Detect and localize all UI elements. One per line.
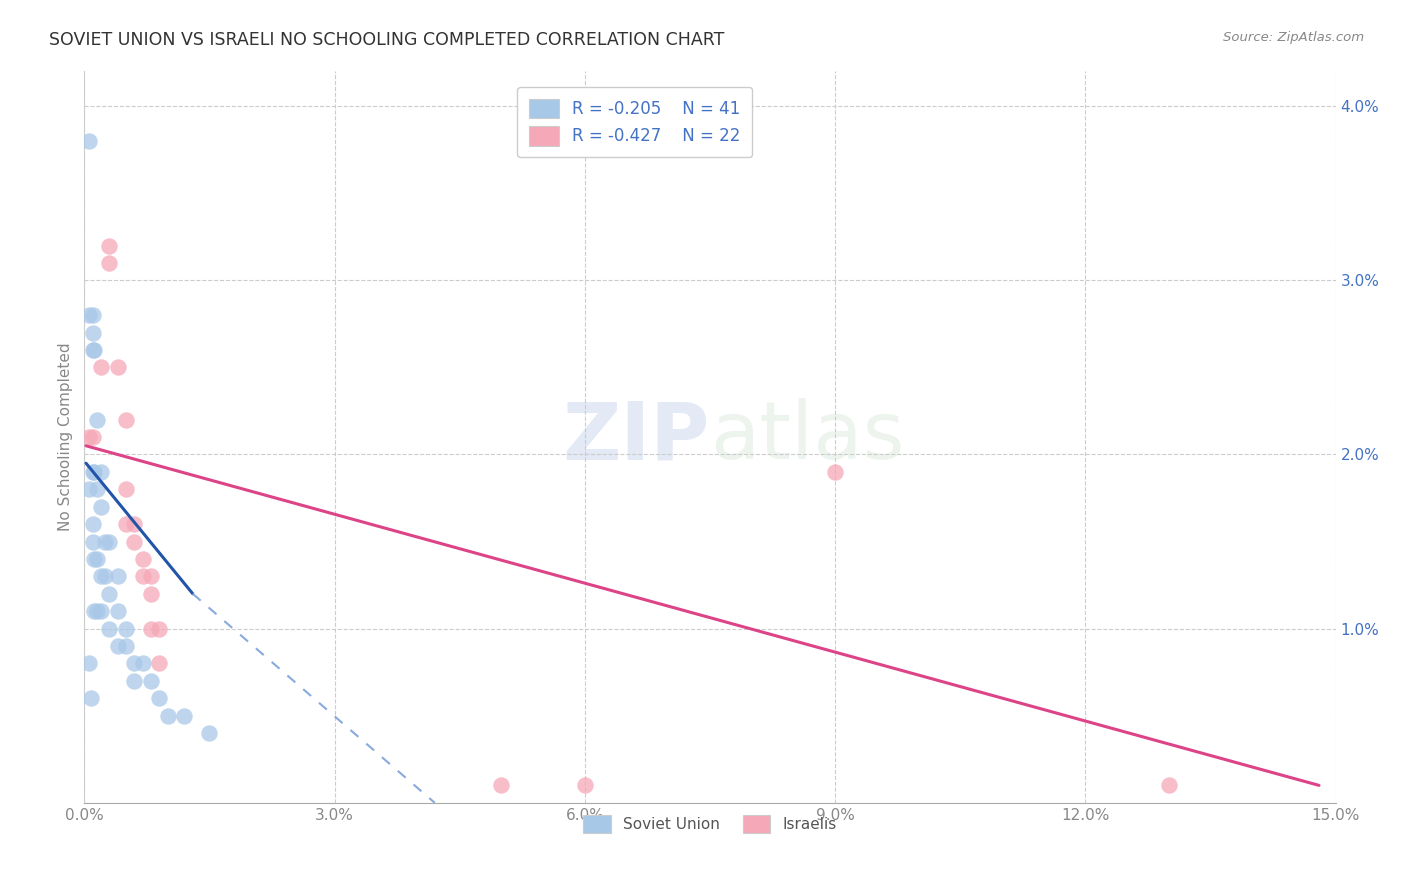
Point xyxy=(83,552,105,566)
Point xyxy=(115,622,138,636)
Point xyxy=(1157,778,1180,792)
Point xyxy=(98,587,121,601)
Point xyxy=(156,708,179,723)
Point xyxy=(148,622,170,636)
Point xyxy=(86,483,108,497)
Point xyxy=(82,430,104,444)
Point xyxy=(80,691,103,706)
Point xyxy=(83,343,105,357)
Point xyxy=(98,256,121,270)
Point xyxy=(83,604,105,618)
Point xyxy=(82,465,104,479)
Point xyxy=(94,569,117,583)
Point xyxy=(124,657,146,671)
Point xyxy=(107,360,129,375)
Point xyxy=(115,412,138,426)
Point xyxy=(574,778,596,792)
Point xyxy=(82,517,104,532)
Point xyxy=(132,657,155,671)
Point xyxy=(82,534,104,549)
Text: SOVIET UNION VS ISRAELI NO SCHOOLING COMPLETED CORRELATION CHART: SOVIET UNION VS ISRAELI NO SCHOOLING COM… xyxy=(49,31,724,49)
Point xyxy=(173,708,195,723)
Text: Source: ZipAtlas.com: Source: ZipAtlas.com xyxy=(1223,31,1364,45)
Point xyxy=(139,569,162,583)
Point xyxy=(77,134,100,148)
Point xyxy=(77,308,100,322)
Legend: Soviet Union, Israelis: Soviet Union, Israelis xyxy=(578,809,842,839)
Point xyxy=(90,360,112,375)
Point xyxy=(98,534,121,549)
Text: ZIP: ZIP xyxy=(562,398,710,476)
Point xyxy=(90,500,112,514)
Point xyxy=(77,657,100,671)
Point xyxy=(82,343,104,357)
Y-axis label: No Schooling Completed: No Schooling Completed xyxy=(58,343,73,532)
Point xyxy=(132,569,155,583)
Point xyxy=(77,483,100,497)
Point xyxy=(124,517,146,532)
Point xyxy=(115,639,138,653)
Point xyxy=(139,673,162,688)
Point xyxy=(90,465,112,479)
Point xyxy=(94,534,117,549)
Point xyxy=(107,569,129,583)
Point xyxy=(124,673,146,688)
Point xyxy=(124,534,146,549)
Point xyxy=(198,726,221,740)
Point xyxy=(82,326,104,340)
Point xyxy=(132,552,155,566)
Point xyxy=(139,622,162,636)
Point xyxy=(98,622,121,636)
Point xyxy=(86,604,108,618)
Point xyxy=(90,604,112,618)
Text: atlas: atlas xyxy=(710,398,904,476)
Point xyxy=(77,430,100,444)
Point xyxy=(148,657,170,671)
Point xyxy=(82,308,104,322)
Point xyxy=(148,691,170,706)
Point xyxy=(115,517,138,532)
Point xyxy=(83,465,105,479)
Point xyxy=(824,465,846,479)
Point xyxy=(90,569,112,583)
Point xyxy=(86,412,108,426)
Point xyxy=(98,238,121,252)
Point xyxy=(86,552,108,566)
Point xyxy=(107,604,129,618)
Point xyxy=(491,778,513,792)
Point xyxy=(115,483,138,497)
Point xyxy=(107,639,129,653)
Point xyxy=(139,587,162,601)
